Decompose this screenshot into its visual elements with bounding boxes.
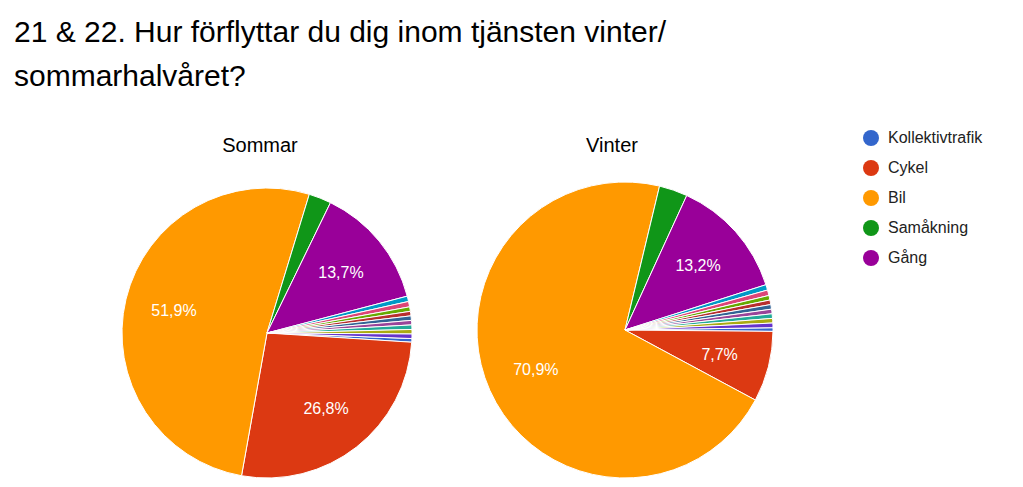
html-text:Cykel: Cykel: [888, 159, 928, 176]
svg-text:70,9%: 70,9%: [513, 361, 558, 378]
html-text:Gång: Gång: [888, 249, 928, 266]
html-text:Samåkning: Samåkning: [888, 219, 968, 236]
svg-text:7,7%: 7,7%: [701, 346, 737, 363]
html-text:Bil: Bil: [888, 189, 906, 206]
html-text:Kollektivtrafik: Kollektivtrafik: [888, 129, 983, 146]
svg-text:51,9%: 51,9%: [151, 302, 196, 319]
html-text:Sommar: Sommar: [222, 134, 298, 156]
html-text:Vinter: Vinter: [586, 134, 638, 156]
svg-text:26,8%: 26,8%: [303, 400, 348, 417]
svg-text:13,2%: 13,2%: [675, 257, 720, 274]
html-text:21 & 22. Hur förflyttar du dig: 21 & 22. Hur förflyttar du dig inom tjän…: [14, 15, 666, 92]
svg-text:13,7%: 13,7%: [318, 264, 363, 281]
